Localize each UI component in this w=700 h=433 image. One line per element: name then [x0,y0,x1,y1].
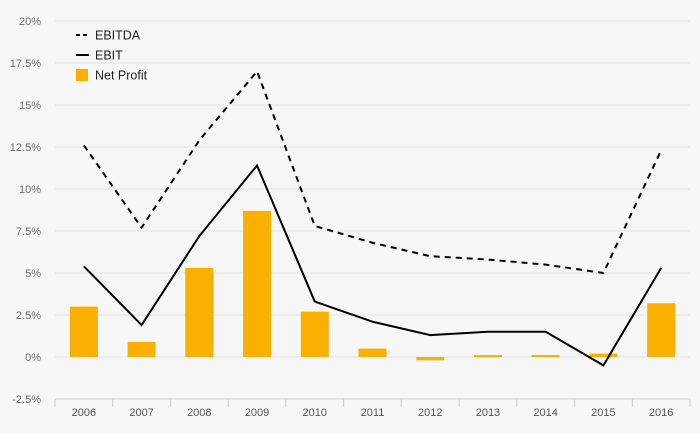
net-profit-bar [416,357,445,361]
y-tick-label: 20% [19,16,41,28]
x-tick-label: 2013 [476,407,500,419]
y-tick-label: 10% [19,184,41,196]
net-profit-bar [300,311,329,357]
axes: -2.5% 0% 2.5% 5% 7.5% 10% 12.5% 15% 17.5% 20% 2006… [10,16,691,419]
x-tick-label: 2015 [591,407,615,419]
x-tick-label: 2006 [72,407,96,419]
legend-label-ebit: EBIT [95,49,123,63]
y-tick-label: 7.5% [16,226,41,238]
x-tick-label: 2007 [129,407,153,419]
y-tick-label: 15% [19,100,41,112]
y-tick-label: -2.5% [12,394,41,406]
net-profit-bar [647,303,676,357]
legend-label-ebitda: EBITDA [95,29,141,43]
x-tick-label: 2009 [245,407,269,419]
net-profit-bar [358,348,387,357]
y-tick-label: 17.5% [10,58,41,70]
legend: EBITDA EBIT Net Profit [76,29,148,83]
net-profit-bar [531,355,560,357]
x-tick-label: 2014 [533,407,557,419]
net-profit-bar [473,355,502,357]
line-series [83,69,663,367]
legend-label-net-profit: Net Profit [95,69,148,83]
legend-swatch-net-profit [76,69,88,81]
grid [55,20,690,358]
net-profit-bars [69,210,676,361]
y-tick-label: 12.5% [10,142,41,154]
y-tick-label: 2.5% [16,310,41,322]
net-profit-bar [185,267,214,357]
net-profit-bar [127,341,156,357]
ebit-line [83,163,662,367]
x-tick-label: 2016 [649,407,673,419]
x-tick-label: 2012 [418,407,442,419]
x-tick-label: 2008 [187,407,211,419]
net-profit-bar [243,210,272,357]
x-tick-label: 2010 [303,407,327,419]
ebitda-line [83,69,663,275]
net-profit-bar [69,306,98,357]
net-profit-bar [589,353,618,357]
y-tick-label: 0% [25,352,41,364]
x-tick-label: 2011 [361,407,385,419]
y-tick-label: 5% [25,268,41,280]
